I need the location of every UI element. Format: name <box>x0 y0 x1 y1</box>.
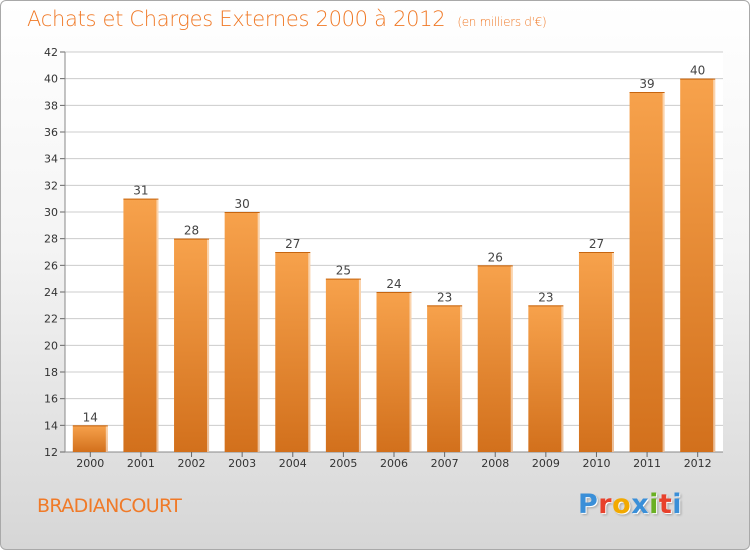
bar-highlight <box>207 238 210 452</box>
bar <box>528 305 564 452</box>
data-label: 30 <box>235 197 250 211</box>
x-tick-label: 2004 <box>279 457 307 470</box>
bar-highlight <box>713 78 716 453</box>
x-tick-label: 2008 <box>481 457 509 470</box>
chart-title: Achats et Charges Externes 2000 à 2012 <box>27 7 446 31</box>
x-tick-label: 2001 <box>127 457 155 470</box>
data-label: 40 <box>690 64 705 78</box>
bar <box>275 252 311 452</box>
bar-highlight <box>662 92 665 452</box>
x-tick-label: 2000 <box>76 457 104 470</box>
y-tick-label: 36 <box>44 126 58 139</box>
bar-highlight <box>308 252 311 452</box>
x-tick-label: 2010 <box>582 457 610 470</box>
bar <box>123 198 159 452</box>
x-tick-label: 2005 <box>329 457 357 470</box>
x-tick-label: 2006 <box>380 457 408 470</box>
bar-highlight <box>358 278 361 452</box>
logo-letter: r <box>598 489 613 520</box>
y-tick-label: 32 <box>44 179 58 192</box>
y-tick-label: 34 <box>44 153 58 166</box>
y-tick-label: 16 <box>44 393 58 406</box>
logo-letter: t <box>658 489 673 520</box>
y-tick-label: 40 <box>44 73 58 86</box>
y-tick-label: 24 <box>44 286 58 299</box>
y-tick-label: 12 <box>44 446 58 459</box>
logo-letter: x <box>631 489 650 520</box>
bar <box>174 238 210 452</box>
x-tick-label: 2012 <box>684 457 712 470</box>
x-tick-label: 2003 <box>228 457 256 470</box>
y-tick-label: 26 <box>44 259 58 272</box>
y-tick-label: 14 <box>44 419 58 432</box>
logo-letter: P <box>578 489 599 520</box>
y-tick-label: 18 <box>44 366 58 379</box>
data-label: 26 <box>488 250 503 264</box>
bar <box>680 78 716 453</box>
x-tick-label: 2009 <box>532 457 560 470</box>
data-label: 23 <box>437 290 452 304</box>
bar <box>376 292 412 452</box>
bar-highlight <box>510 265 513 452</box>
bar <box>325 278 361 452</box>
bar <box>224 212 260 452</box>
bar-highlight <box>257 212 260 452</box>
data-label: 28 <box>184 224 199 238</box>
bar <box>578 252 614 452</box>
data-label: 14 <box>83 410 98 424</box>
y-tick-label: 42 <box>44 46 58 59</box>
y-tick-label: 38 <box>44 99 58 112</box>
logo-letter: o <box>612 489 632 520</box>
bar <box>629 92 665 452</box>
y-tick-label: 22 <box>44 313 58 326</box>
x-tick-label: 2007 <box>431 457 459 470</box>
x-tick-label: 2002 <box>178 457 206 470</box>
logo-letter: i <box>672 489 683 520</box>
bar <box>72 425 108 452</box>
data-label: 27 <box>285 237 300 251</box>
data-label: 27 <box>589 237 604 251</box>
data-label: 31 <box>133 184 148 198</box>
data-label: 23 <box>538 290 553 304</box>
bar-highlight <box>611 252 614 452</box>
y-tick-label: 20 <box>44 339 58 352</box>
x-tick-label: 2011 <box>633 457 661 470</box>
y-tick-label: 30 <box>44 206 58 219</box>
bar-highlight <box>105 425 108 452</box>
chart-title-block: Achats et Charges Externes 2000 à 2012 (e… <box>27 7 547 31</box>
data-label: 24 <box>386 277 401 291</box>
town-name: BRADIANCOURT <box>37 495 182 517</box>
logo-letter: i <box>649 489 659 520</box>
data-label: 39 <box>639 77 654 91</box>
bar <box>427 305 463 452</box>
bar-highlight <box>409 292 412 452</box>
bar <box>477 265 513 452</box>
proxiti-logo: Proxiti <box>578 489 682 523</box>
data-label: 25 <box>336 264 351 278</box>
bar-highlight <box>460 305 463 452</box>
bar-highlight <box>156 198 159 452</box>
y-tick-label: 28 <box>44 233 58 246</box>
chart-subtitle: (en milliers d'€) <box>457 15 547 29</box>
bar-highlight <box>561 305 564 452</box>
